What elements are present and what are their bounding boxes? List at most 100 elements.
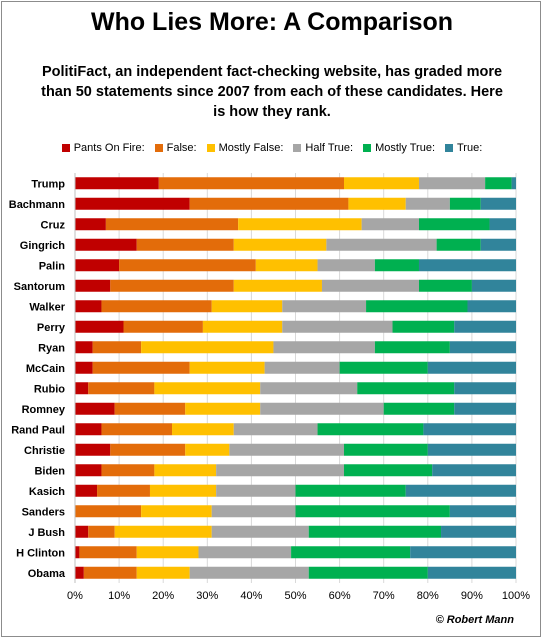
bar-segment bbox=[511, 177, 516, 190]
bar-segment bbox=[295, 484, 406, 497]
x-tick-label: 100% bbox=[502, 590, 530, 602]
bar-segment bbox=[92, 341, 142, 354]
category-label: Palin bbox=[39, 260, 66, 272]
legend-swatch bbox=[363, 144, 372, 152]
bar-segment bbox=[339, 361, 428, 374]
bar-segment bbox=[326, 238, 437, 251]
x-tick-label: 20% bbox=[152, 590, 174, 602]
x-tick-label: 60% bbox=[329, 590, 351, 602]
category-label: Rubio bbox=[34, 383, 65, 395]
bar-segment bbox=[308, 566, 428, 579]
category-label: Gingrich bbox=[20, 240, 66, 252]
bar-segment bbox=[189, 566, 309, 579]
bar-segment bbox=[141, 341, 274, 354]
bar-segment bbox=[427, 361, 516, 374]
bar-segment bbox=[97, 484, 150, 497]
legend-label: Mostly False: bbox=[218, 142, 284, 154]
legend-label: True: bbox=[457, 142, 483, 154]
bar-segment bbox=[110, 279, 234, 292]
bar-segment bbox=[202, 320, 283, 333]
category-label: Sanders bbox=[22, 506, 65, 518]
bar-segment bbox=[489, 218, 516, 231]
bar-segment bbox=[317, 259, 375, 272]
bar-segment bbox=[141, 505, 212, 518]
legend-label: Mostly True: bbox=[375, 142, 435, 154]
bar-segment bbox=[123, 320, 203, 333]
category-label: Perry bbox=[37, 322, 66, 334]
bar-segment bbox=[114, 402, 186, 415]
category-label: Christie bbox=[24, 445, 65, 457]
copyright-note: © Robert Mann bbox=[435, 614, 514, 626]
bar-segment bbox=[211, 525, 309, 538]
bar-segment bbox=[392, 320, 455, 333]
bar-segment bbox=[436, 238, 481, 251]
bar-segment bbox=[361, 218, 419, 231]
legend-item: Mostly True: bbox=[363, 142, 435, 154]
bar-segment bbox=[75, 566, 84, 579]
bar-segment bbox=[480, 238, 516, 251]
bar-segment bbox=[211, 300, 283, 313]
bar-segment bbox=[383, 402, 455, 415]
bar-segment bbox=[75, 443, 111, 456]
bar-segment bbox=[75, 464, 102, 477]
bar-segment bbox=[75, 177, 159, 190]
bar-segment bbox=[75, 505, 142, 518]
chart-title: Who Lies More: A Comparison bbox=[90, 8, 454, 36]
bar-segment bbox=[101, 464, 155, 477]
category-label: Biden bbox=[34, 465, 65, 477]
bar-segment bbox=[348, 197, 406, 210]
category-label: Walker bbox=[29, 301, 65, 313]
bar-segment bbox=[75, 279, 111, 292]
legend-item: False: bbox=[154, 142, 197, 154]
bar-segment bbox=[101, 300, 212, 313]
bar-segment bbox=[260, 402, 384, 415]
bar-segment bbox=[75, 546, 80, 559]
bar-segment bbox=[485, 177, 512, 190]
bar-segment bbox=[427, 566, 516, 579]
bar-segment bbox=[321, 279, 419, 292]
bar-segment bbox=[454, 402, 516, 415]
bar-segment bbox=[75, 484, 98, 497]
bar-segment bbox=[344, 464, 433, 477]
bar-segment bbox=[238, 218, 362, 231]
bar-segment bbox=[185, 402, 261, 415]
bar-segment bbox=[79, 546, 137, 559]
legend-swatch bbox=[293, 144, 302, 152]
bar-segment bbox=[295, 505, 450, 518]
bar-segment bbox=[75, 300, 102, 313]
bar-segment bbox=[75, 525, 89, 538]
bar-segment bbox=[467, 300, 516, 313]
bar-segment bbox=[344, 177, 419, 190]
bar-segment bbox=[75, 218, 106, 231]
bar-segment bbox=[75, 423, 102, 436]
legend-item: True: bbox=[445, 142, 482, 154]
bar-segment bbox=[374, 341, 450, 354]
bar-segment bbox=[136, 546, 199, 559]
x-tick-label: 70% bbox=[373, 590, 395, 602]
bar-segment bbox=[441, 525, 516, 538]
category-label: J Bush bbox=[28, 527, 65, 539]
bar-segment bbox=[317, 423, 424, 436]
bar-segment bbox=[75, 361, 93, 374]
bar-segment bbox=[308, 525, 442, 538]
bar-segment bbox=[454, 382, 516, 395]
bar-segment bbox=[260, 382, 358, 395]
bar-segment bbox=[405, 484, 516, 497]
category-label: McCain bbox=[26, 363, 65, 375]
legend-swatch bbox=[154, 144, 163, 152]
chart-subtitle: PolitiFact, an independent fact-checking… bbox=[41, 64, 503, 120]
category-label: Rand Paul bbox=[11, 424, 65, 436]
bar-segment bbox=[344, 443, 428, 456]
category-label: Cruz bbox=[41, 219, 66, 231]
bar-segment bbox=[480, 197, 516, 210]
bar-segment bbox=[185, 443, 230, 456]
bar-segment bbox=[374, 259, 419, 272]
legend-swatch bbox=[61, 144, 70, 152]
bar-segment bbox=[119, 259, 256, 272]
bar-segment bbox=[136, 238, 234, 251]
x-tick-label: 40% bbox=[240, 590, 262, 602]
x-tick-label: 80% bbox=[417, 590, 439, 602]
x-tick-label: 50% bbox=[284, 590, 306, 602]
bar-segment bbox=[423, 423, 516, 436]
